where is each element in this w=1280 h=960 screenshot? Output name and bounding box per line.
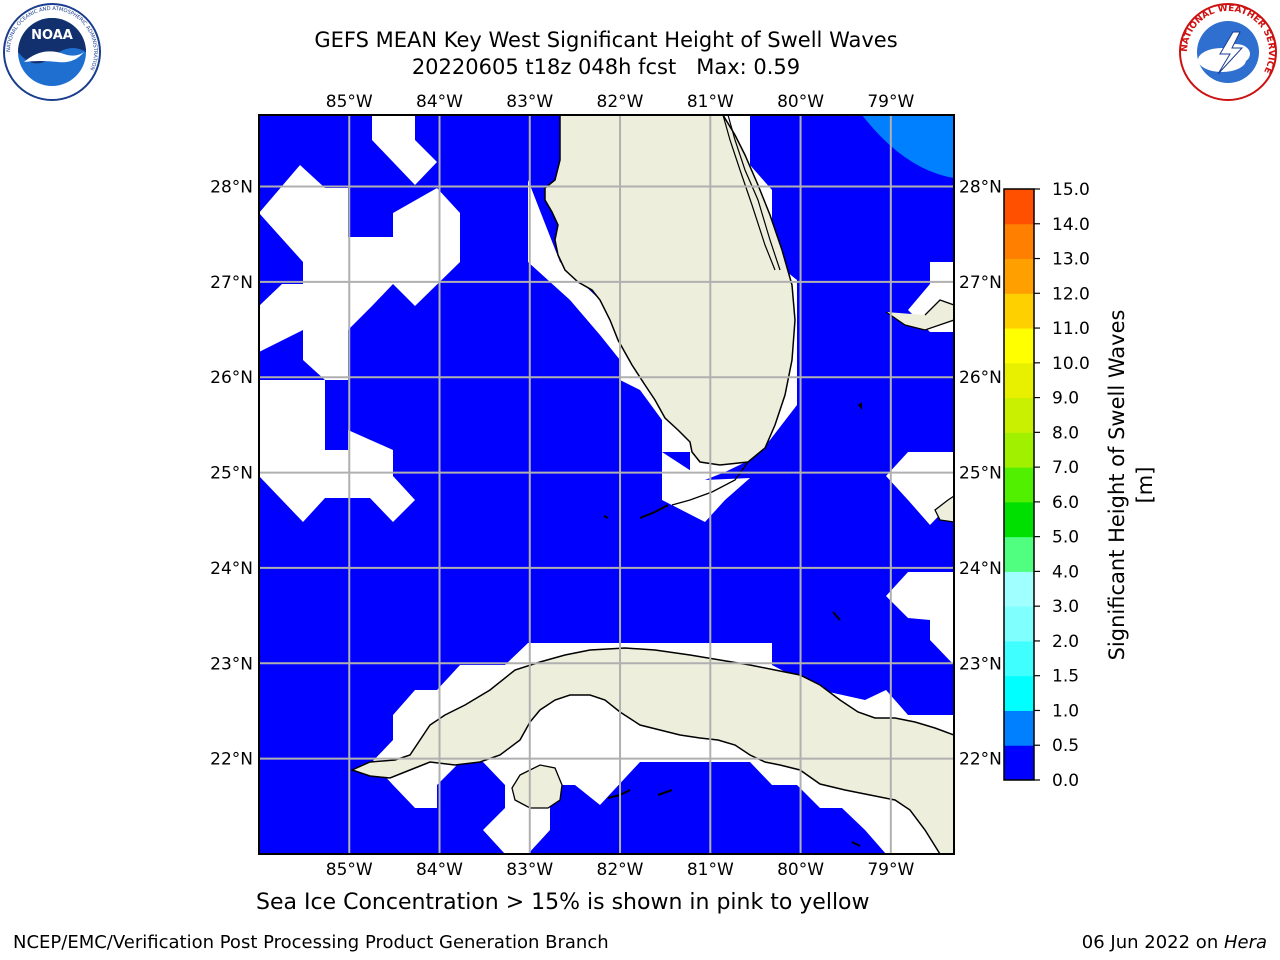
lon-tick-label-bottom: 79°W [867,860,914,880]
colorbar-segment [1004,432,1034,468]
map-subtitle: 20220605 t18z 048h fcst Max: 0.59 [411,55,801,79]
colorbar-segment [1004,606,1034,642]
colorbar-tick-label: 8.0 [1052,423,1079,443]
colorbar-label: Significant Height of Swell Waves [m] [1105,310,1157,661]
isla-juventud [511,764,563,809]
colorbar-segment [1004,362,1034,399]
lat-tick-label-left: 26°N [210,368,253,388]
axis-tick-labels: 85°W 85°W 84°W 84°W 83°W 83°W 82°W 82°W 81°W 81°W… [210,92,1002,880]
map-area [259,115,954,854]
colorbar-segment [1004,293,1034,329]
colorbar-tick-label: 0.0 [1052,771,1079,791]
colorbar-segment [1004,223,1034,260]
lat-tick-label-left: 23°N [210,654,253,674]
map-title: GEFS MEAN Key West Significant Height of… [314,28,898,52]
footer-date: 06 Jun 2022 on Hera [1082,931,1267,955]
lon-tick-label-top: 85°W [326,92,373,112]
lat-tick-label-right: 28°N [959,178,1002,198]
colorbar-tick-label: 6.0 [1052,493,1079,513]
lon-tick-label-top: 84°W [416,92,463,112]
colorbar-segment [1004,710,1034,746]
lon-tick-label-bottom: 84°W [416,860,463,880]
lon-tick-label-top: 82°W [597,92,644,112]
colorbar-tick-label: 11.0 [1052,319,1090,339]
colorbar-segment [1004,258,1034,294]
nws-logo: NATIONAL WEATHER SERVICE [1179,3,1277,101]
colorbar-segment [1004,328,1034,364]
noaa-logo: NATIONAL OCEANIC AND ATMOSPHERIC ADMINIS… [3,3,101,101]
colorbar-segment [1004,640,1034,677]
colorbar-frame [1003,188,1035,781]
lat-tick-label-right: 27°N [959,273,1002,293]
lat-tick-label-left: 28°N [210,178,253,198]
colorbar-tick-label: 7.0 [1052,458,1079,478]
colorbar-tick-label: 5.0 [1052,528,1079,548]
lon-tick-label-top: 80°W [777,92,824,112]
footer-date-text: 06 Jun 2022 on [1081,932,1224,953]
colorbar-tick-label: 0.5 [1052,736,1079,756]
colorbar-segment [1004,501,1034,538]
swell-0.5-1.0-region [862,115,954,178]
colorbar-tick-label: 10.0 [1052,354,1090,374]
footer-credit: NCEP/EMC/Verification Post Processing Pr… [13,932,609,953]
colorbar-segment [1004,397,1034,433]
lat-tick-label-right: 22°N [959,750,1002,770]
colorbar-label-line: [m] [1133,467,1157,504]
lon-tick-label-bottom: 85°W [326,860,373,880]
lon-tick-label-bottom: 81°W [687,860,734,880]
lon-tick-label-top: 83°W [506,92,553,112]
colorbar-tick-label: 1.0 [1052,701,1079,721]
lon-tick-label-top: 79°W [867,92,914,112]
lat-tick-label-right: 25°N [959,464,1002,484]
noaa-logo-text: NOAA [31,28,73,43]
lat-tick-label-left: 24°N [210,559,253,579]
footer-host: Hera [1223,932,1267,953]
colorbar-tick-label: 3.0 [1052,597,1079,617]
colorbar-segment [1004,675,1034,711]
lat-tick-label-left: 22°N [210,750,253,770]
colorbar: 0.0 0.5 1.0 1.5 2.0 3.0 4.0 5.0 6.0 7.0 8.0 9.0 10.0… [1003,180,1090,791]
colorbar-segment [1004,571,1034,607]
colorbar-segment [1004,467,1034,503]
colorbar-tick-label: 13.0 [1052,250,1090,270]
colorbar-tick-label: 2.0 [1052,632,1079,652]
colorbar-label-line: Significant Height of Swell Waves [1105,310,1129,661]
lon-tick-label-top: 81°W [687,92,734,112]
colorbar-segment [1004,536,1034,572]
lat-tick-label-right: 23°N [959,654,1002,674]
lon-tick-label-bottom: 80°W [777,860,824,880]
sea-ice-note: Sea Ice Concentration > 15% is shown in … [256,890,870,915]
colorbar-tick-label: 9.0 [1052,389,1079,409]
colorbar-segment [1004,745,1034,781]
map-gridlines [259,115,954,854]
colorbar-tick-label: 15.0 [1052,180,1090,200]
lat-tick-label-left: 27°N [210,273,253,293]
colorbar-tick-label: 14.0 [1052,215,1090,235]
lat-tick-label-right: 24°N [959,559,1002,579]
colorbar-tick-label: 1.5 [1052,667,1079,687]
lon-tick-label-bottom: 83°W [506,860,553,880]
lon-tick-label-bottom: 82°W [597,860,644,880]
map-frame [258,114,955,855]
cuba-land [349,647,954,854]
lat-tick-label-left: 25°N [210,464,253,484]
colorbar-tick-label: 4.0 [1052,562,1079,582]
colorbar-tick-label: 12.0 [1052,284,1090,304]
lat-tick-label-right: 26°N [959,368,1002,388]
colorbar-segment [1004,189,1034,225]
